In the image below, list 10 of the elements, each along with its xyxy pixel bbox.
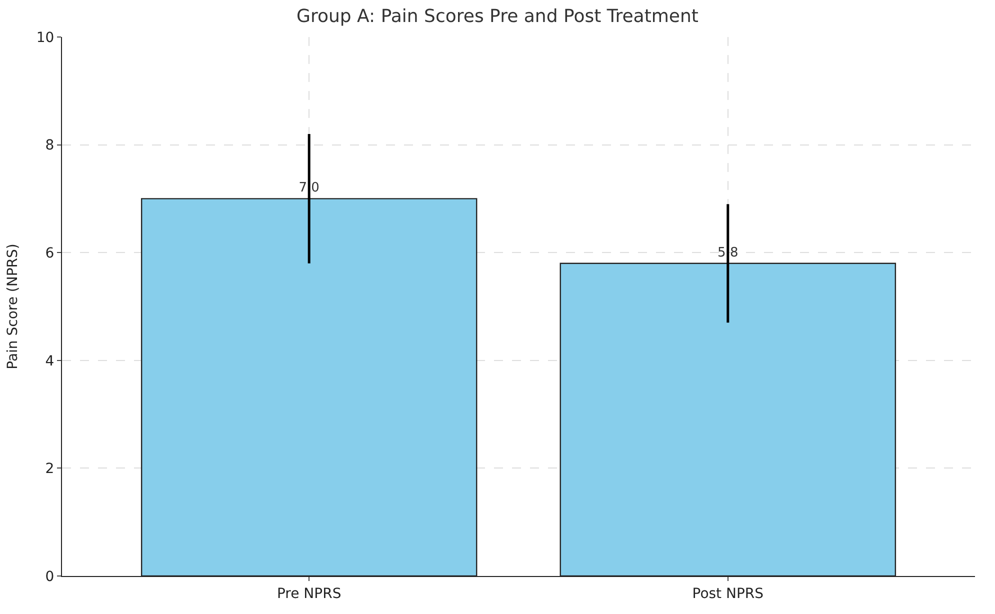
y-tick-label: 4	[45, 353, 54, 370]
y-axis-title: Pain Score (NPRS)	[4, 244, 21, 370]
chart-title: Group A: Pain Scores Pre and Post Treatment	[296, 6, 698, 27]
y-tick-label: 10	[36, 30, 54, 46]
y-tick-label: 8	[45, 138, 54, 154]
y-tick-label: 0	[45, 568, 54, 585]
y-tick-label: 6	[45, 246, 54, 262]
y-tick-label: 2	[45, 461, 54, 478]
x-tick-label: Post NPRS	[692, 586, 764, 602]
x-tick-label: Pre NPRS	[276, 586, 342, 602]
